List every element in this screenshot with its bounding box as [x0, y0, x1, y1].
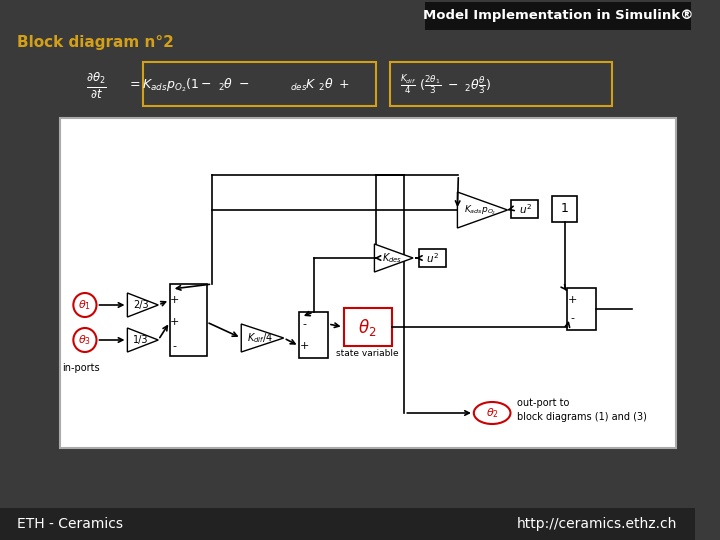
- Text: $\theta_1$: $\theta_1$: [78, 298, 91, 312]
- Text: $\theta_3$: $\theta_3$: [78, 333, 91, 347]
- Text: $u^2$: $u^2$: [518, 202, 531, 216]
- Text: +: +: [300, 341, 309, 351]
- Text: $\theta_2$: $\theta_2$: [359, 316, 377, 338]
- FancyBboxPatch shape: [511, 200, 539, 218]
- Polygon shape: [457, 192, 508, 228]
- Text: $K_{ads}p_{O_2}$: $K_{ads}p_{O_2}$: [464, 203, 497, 217]
- Text: -: -: [173, 341, 176, 351]
- FancyBboxPatch shape: [343, 308, 392, 346]
- Text: 2/3: 2/3: [133, 300, 149, 310]
- Text: out-port to: out-port to: [517, 398, 570, 408]
- Text: 1: 1: [561, 202, 569, 215]
- FancyBboxPatch shape: [567, 288, 596, 330]
- FancyBboxPatch shape: [419, 249, 446, 267]
- FancyBboxPatch shape: [60, 118, 675, 448]
- FancyBboxPatch shape: [425, 2, 691, 30]
- Text: $= K_{ads}p_{O_2}(1-\ _2\theta\ -$: $= K_{ads}p_{O_2}(1-\ _2\theta\ -$: [127, 76, 250, 94]
- Text: ETH - Ceramics: ETH - Ceramics: [17, 517, 123, 531]
- FancyBboxPatch shape: [170, 284, 207, 356]
- Polygon shape: [241, 324, 284, 352]
- Text: +: +: [170, 295, 179, 305]
- Text: $_{des}K\ _2\theta\ +$: $_{des}K\ _2\theta\ +$: [289, 77, 349, 93]
- Ellipse shape: [474, 402, 510, 424]
- Text: -: -: [570, 313, 575, 323]
- Text: Block diagram n°2: Block diagram n°2: [17, 35, 174, 50]
- Text: +: +: [567, 295, 577, 305]
- FancyBboxPatch shape: [552, 196, 577, 222]
- Text: block diagrams (1) and (3): block diagrams (1) and (3): [517, 412, 647, 422]
- FancyBboxPatch shape: [0, 508, 695, 540]
- Polygon shape: [127, 293, 158, 317]
- Text: $K_{des}$: $K_{des}$: [382, 251, 402, 265]
- Text: http://ceramics.ethz.ch: http://ceramics.ethz.ch: [517, 517, 678, 531]
- Text: in-ports: in-ports: [62, 363, 100, 373]
- Text: Model Implementation in Simulink®: Model Implementation in Simulink®: [423, 10, 693, 23]
- Polygon shape: [127, 328, 158, 352]
- FancyBboxPatch shape: [299, 312, 328, 358]
- Text: $\frac{\partial\theta_2}{\partial t}$: $\frac{\partial\theta_2}{\partial t}$: [86, 70, 107, 100]
- Text: $\theta_2$: $\theta_2$: [486, 406, 499, 420]
- Text: +: +: [170, 317, 179, 327]
- Text: $\frac{K_{dif}}{4}\ (\frac{2\theta_1}{3}\ -\ _2\theta\frac{\theta}{3})$: $\frac{K_{dif}}{4}\ (\frac{2\theta_1}{3}…: [400, 73, 492, 96]
- Text: $K_{dif}/4$: $K_{dif}/4$: [248, 331, 274, 345]
- Text: -: -: [302, 319, 306, 329]
- Circle shape: [73, 293, 96, 317]
- Text: state variable: state variable: [336, 348, 399, 357]
- Text: $u^2$: $u^2$: [426, 251, 438, 265]
- Polygon shape: [374, 244, 413, 272]
- Circle shape: [73, 328, 96, 352]
- Text: 1/3: 1/3: [133, 335, 148, 345]
